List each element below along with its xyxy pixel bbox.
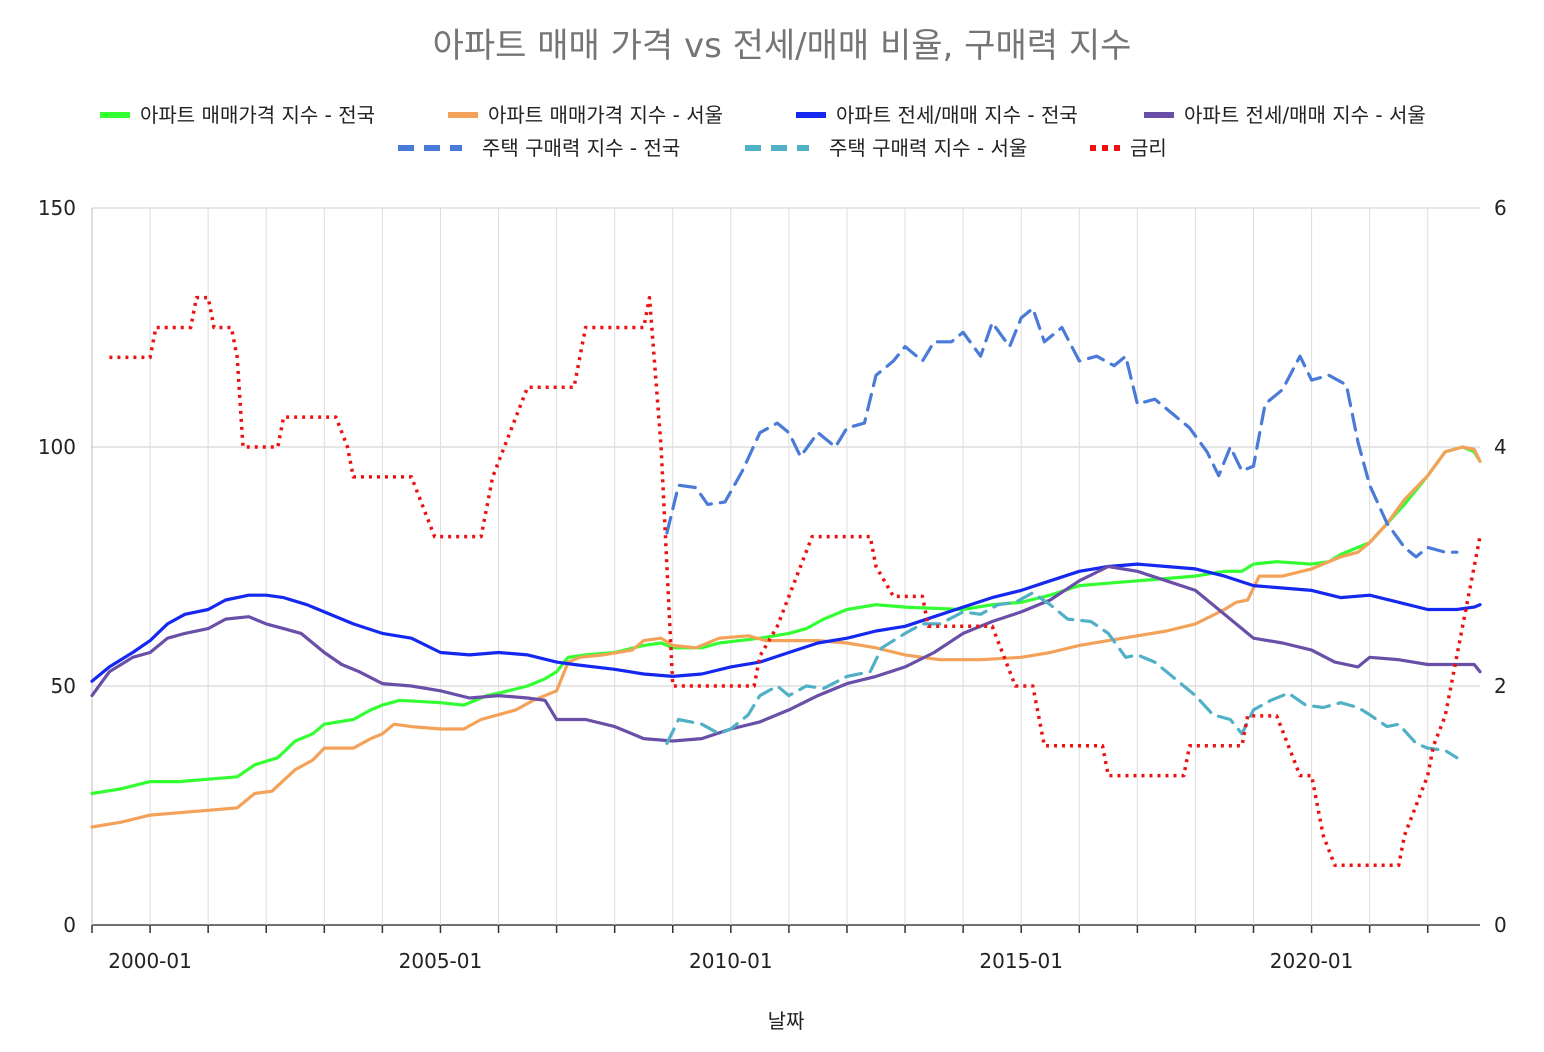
- y-right-tick-label: 4: [1494, 435, 1507, 459]
- legend-label: 주택 구매력 지수 - 서울: [829, 136, 1027, 160]
- x-tick-label: 2005-01: [399, 949, 483, 973]
- series-line-5: [665, 306, 1459, 559]
- legend: 아파트 매매가격 지수 - 전국 아파트 매매가격 지수 - 서울 아파트 전세/매…: [100, 103, 1426, 160]
- y-right-tick-label: 0: [1494, 913, 1507, 937]
- legend-label: 아파트 매매가격 지수 - 서울: [488, 103, 723, 127]
- x-tick-label: 2000-01: [108, 949, 192, 973]
- x-tick-label: 2020-01: [1270, 949, 1354, 973]
- series-line-1: [90, 445, 1482, 796]
- legend-label: 금리: [1130, 136, 1167, 160]
- y-left-tick-label: 100: [38, 435, 76, 459]
- series-line-2: [90, 445, 1482, 829]
- series-line-3: [90, 562, 1482, 683]
- series-line-4: [90, 564, 1482, 743]
- x-tick-label: 2010-01: [689, 949, 773, 973]
- y-right-tick-label: 6: [1494, 196, 1507, 220]
- series-lines: [90, 295, 1482, 868]
- y-left-tick-label: 50: [51, 674, 76, 698]
- y-left-tick-label: 0: [63, 913, 76, 937]
- axes: 0 50 100 150 0 2 4 6 2000-01 2005-01 2010-01 2015-0…: [38, 196, 1507, 973]
- y-right-tick-label: 2: [1494, 674, 1507, 698]
- x-axis-title: 날짜: [768, 1009, 805, 1033]
- legend-label: 주택 구매력 지수 - 전국: [482, 136, 680, 160]
- legend-label: 아파트 매매가격 지수 - 전국: [140, 103, 375, 127]
- chart-title: 아파트 매매 가격 vs 전세/매매 비율, 구매력 지수: [433, 26, 1132, 66]
- series-line-6: [665, 591, 1459, 760]
- legend-label: 아파트 전세/매매 지수 - 서울: [1184, 103, 1426, 127]
- gridlines: [91, 207, 1480, 926]
- series-line-7: [109, 295, 1482, 868]
- legend-label: 아파트 전세/매매 지수 - 전국: [836, 103, 1078, 127]
- y-left-tick-label: 150: [38, 196, 76, 220]
- x-tick-label: 2015-01: [979, 949, 1063, 973]
